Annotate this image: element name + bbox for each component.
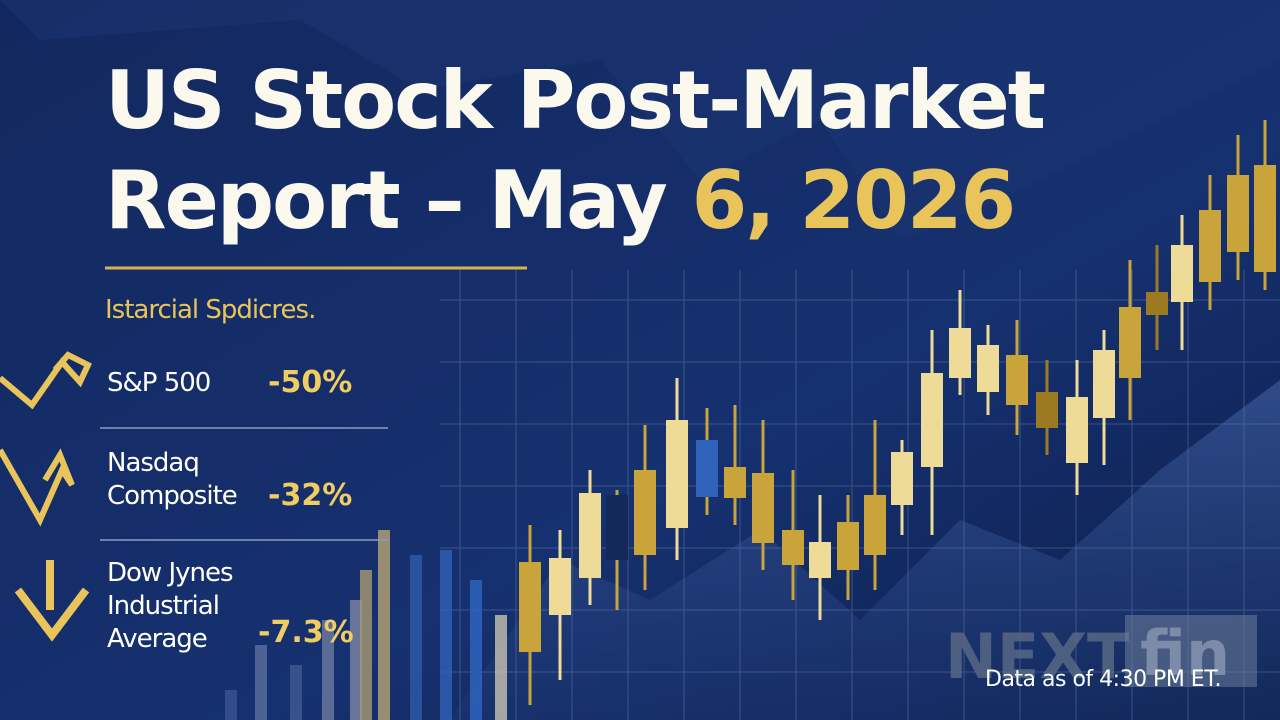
candle-body bbox=[606, 495, 628, 560]
backdrop-shape bbox=[0, 0, 1280, 240]
candle-body bbox=[724, 467, 746, 498]
decor-candles bbox=[519, 120, 1276, 705]
candle-body bbox=[752, 473, 774, 543]
candle-body bbox=[634, 470, 656, 555]
watermark-box bbox=[1125, 615, 1257, 687]
candle-body bbox=[891, 452, 913, 505]
decor-bar bbox=[378, 530, 390, 720]
index-name: Dow Jynes bbox=[107, 558, 233, 588]
decor-bar bbox=[225, 690, 237, 720]
candle-body bbox=[837, 522, 859, 570]
index-name: S&P 500 bbox=[107, 368, 210, 398]
watermark: NEXT bbox=[945, 620, 1129, 693]
index-change: -7.3% bbox=[258, 615, 354, 650]
index-name: Industrial bbox=[107, 591, 219, 621]
index-name: Average bbox=[107, 624, 207, 654]
watermark: fin bbox=[1140, 617, 1230, 690]
index-name: Nasdaq bbox=[107, 448, 199, 478]
candle-body bbox=[1066, 397, 1088, 463]
decor-bar bbox=[350, 600, 362, 720]
candle-body bbox=[977, 345, 999, 392]
decor-bar bbox=[440, 550, 452, 720]
footer-note: Data as of 4:30 PM ET. bbox=[985, 667, 1221, 692]
decor-bars bbox=[225, 530, 507, 720]
candle-body bbox=[809, 542, 831, 578]
candle-body bbox=[864, 495, 886, 555]
candle-body bbox=[1254, 165, 1276, 272]
candle-body bbox=[782, 530, 804, 565]
candle-body bbox=[1036, 392, 1058, 428]
arrow-icon bbox=[14, 560, 90, 642]
candle-body bbox=[519, 562, 541, 652]
candle-body bbox=[949, 328, 971, 378]
title-highlight: 6, 2026 bbox=[692, 154, 1015, 247]
candle-body bbox=[1006, 355, 1028, 405]
candle-body bbox=[666, 420, 688, 528]
title-line: Report – May 6, 2026 bbox=[105, 154, 1014, 247]
candle-body bbox=[549, 558, 571, 615]
candle-body bbox=[1146, 292, 1168, 315]
candle-body bbox=[1119, 307, 1141, 378]
title-line: US Stock Post-Market bbox=[105, 54, 1045, 147]
decor-bar bbox=[255, 645, 267, 720]
candle-body bbox=[1171, 245, 1193, 302]
decor-bar bbox=[322, 620, 334, 720]
index-change: -50% bbox=[268, 365, 352, 400]
area-shape bbox=[450, 380, 1280, 720]
title-part: Report – May bbox=[105, 154, 692, 247]
decor-bar bbox=[360, 570, 372, 720]
index-change: -32% bbox=[268, 478, 352, 513]
decor-bar bbox=[470, 580, 482, 720]
decor-bar bbox=[495, 615, 507, 720]
subtitle: Istarcial Spdicres. bbox=[105, 295, 315, 325]
arrow-icon bbox=[0, 351, 92, 410]
candle-body bbox=[579, 493, 601, 578]
candle-body bbox=[921, 373, 943, 467]
decor-bar bbox=[410, 555, 422, 720]
candle-body bbox=[1199, 210, 1221, 282]
candle-body bbox=[1093, 350, 1115, 418]
candle-body bbox=[1227, 175, 1249, 252]
candle-body bbox=[696, 440, 718, 497]
decor-bar bbox=[290, 665, 302, 720]
index-name: Composite bbox=[107, 481, 237, 511]
arrow-icon bbox=[0, 448, 75, 527]
